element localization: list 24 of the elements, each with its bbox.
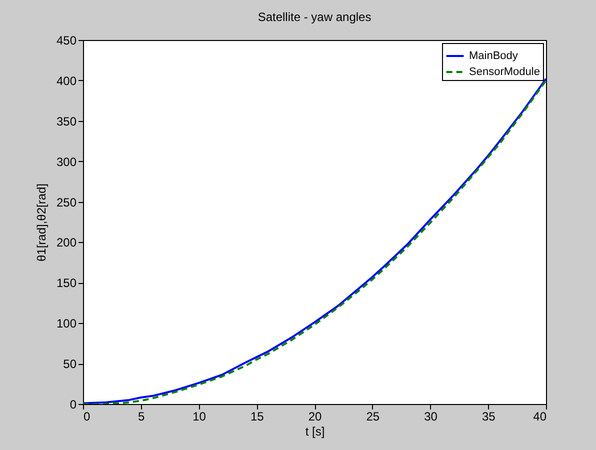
y-tick-label: 150 [56, 276, 77, 290]
y-tick-label: 300 [56, 154, 77, 169]
y-tick-label: 0 [70, 398, 77, 412]
y-axis-title: θ1[rad],θ2[rad] [34, 183, 48, 262]
y-tick-label: 200 [56, 236, 77, 250]
x-tick-label: 15 [250, 410, 264, 424]
legend-label: MainBody [469, 50, 518, 62]
x-tick-label: 30 [424, 410, 438, 424]
x-tick-label: 20 [308, 410, 322, 424]
legend-label: SensorModule [469, 66, 540, 78]
y-tick-label: 450 [56, 34, 77, 48]
y-tick-label: 250 [56, 195, 77, 210]
y-tick-label: 100 [56, 316, 77, 331]
x-tick-label: 35 [482, 410, 496, 424]
y-tick-label: 350 [56, 114, 77, 128]
x-tick-label: 10 [192, 410, 206, 424]
x-tick-label: 25 [366, 410, 380, 424]
x-tick-label: 0 [84, 410, 90, 424]
x-tick-label: 40 [533, 410, 547, 424]
x-axis-title: t [s] [305, 424, 325, 438]
x-tick-label: 5 [138, 410, 146, 424]
y-tick-label: 50 [63, 357, 77, 372]
y-tick-label: 400 [56, 74, 77, 88]
chart-title: Satellite - yaw angles [258, 10, 372, 24]
